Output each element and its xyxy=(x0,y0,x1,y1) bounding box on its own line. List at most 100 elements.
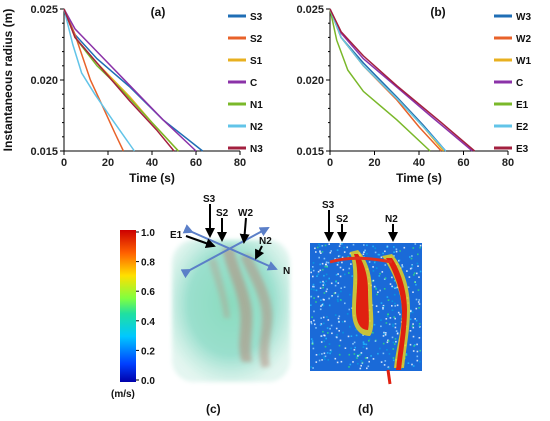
piv-speckle xyxy=(315,327,317,329)
piv-speckle xyxy=(374,286,377,289)
piv-speckle xyxy=(382,304,385,307)
y-tick-label: 0.015 xyxy=(296,146,324,158)
piv-speckle xyxy=(414,243,417,245)
piv-speckle xyxy=(377,352,379,355)
piv-speckle xyxy=(319,245,321,248)
piv-speckle xyxy=(357,355,359,357)
piv-speckle xyxy=(322,284,324,286)
piv-speckle xyxy=(380,361,383,363)
colorbar-tick-label: 0.2 xyxy=(141,346,155,357)
piv-speckle xyxy=(419,244,422,247)
colorbar-tick-label: 0.6 xyxy=(141,287,155,298)
colorbar-tick-label: 1.0 xyxy=(141,228,155,239)
piv-speckle xyxy=(317,295,320,298)
piv-speckle xyxy=(337,300,339,303)
piv-speckle xyxy=(372,331,374,334)
piv-speckle xyxy=(382,335,385,337)
velocity-volume-panel: 1.00.80.60.40.20.0 (m/s) S3 S2 W2 E1 N2 … xyxy=(111,194,290,416)
piv-speckle xyxy=(391,276,393,279)
piv-speckle xyxy=(412,326,415,329)
piv-speckle xyxy=(394,305,396,307)
x-tick-label: 0 xyxy=(61,157,67,169)
piv-speckle xyxy=(412,291,414,293)
piv-speckle xyxy=(336,298,339,301)
piv-speckle xyxy=(413,272,416,274)
series-line-e3 xyxy=(329,8,476,152)
chart-b: 0 20 40 60 80 0.015 0.020 0.025 Time (s) (b) W3 W2 W… xyxy=(296,4,531,185)
piv-speckle xyxy=(327,261,330,264)
legend-label-s2: S2 xyxy=(250,34,263,45)
piv-speckle xyxy=(393,280,396,282)
panel-label: (b) xyxy=(430,5,445,19)
piv-speckle xyxy=(391,309,394,311)
piv-speckle xyxy=(323,352,326,355)
piv-speckle xyxy=(344,273,346,276)
piv-speckle xyxy=(321,353,323,355)
piv-speckle xyxy=(368,261,371,263)
piv-speckle xyxy=(322,316,325,319)
piv-speckle xyxy=(318,256,320,259)
piv-speckle xyxy=(338,315,341,318)
piv-speckle xyxy=(312,262,315,264)
piv-speckle xyxy=(394,287,396,289)
panel-label-d: (d) xyxy=(358,402,373,416)
piv-speckle xyxy=(357,362,359,365)
colorbar-tick-label: 0.8 xyxy=(141,258,155,269)
piv-speckle xyxy=(386,296,389,298)
piv-speckle xyxy=(385,322,388,324)
legend-label-c: C xyxy=(250,78,257,89)
piv-speckle xyxy=(319,287,322,289)
piv-speckle xyxy=(329,251,332,254)
piv-speckle xyxy=(409,310,412,313)
piv-speckle xyxy=(340,290,342,293)
piv-speckle xyxy=(310,268,312,271)
legend-label-e3: E3 xyxy=(516,144,529,155)
piv-speckle xyxy=(328,277,330,280)
chart-a: 0 20 40 60 80 0.015 0.020 0.025 Time (s) Instanta… xyxy=(1,4,263,185)
piv-speckle xyxy=(336,249,339,251)
piv-speckle xyxy=(323,340,325,343)
legend-label-n1: N1 xyxy=(250,100,263,111)
piv-speckle xyxy=(351,275,353,277)
piv-speckle xyxy=(417,289,420,291)
piv-speckle xyxy=(388,323,391,326)
piv-speckle xyxy=(312,269,315,272)
piv-speckle xyxy=(392,359,395,362)
piv-speckle xyxy=(411,311,414,314)
piv-speckle xyxy=(416,355,419,358)
piv-speckle xyxy=(408,276,411,278)
piv-speckle xyxy=(322,298,325,301)
piv-speckle xyxy=(310,295,312,298)
piv-speckle xyxy=(412,335,415,338)
piv-speckle xyxy=(417,301,420,303)
piv-speckle xyxy=(416,272,418,275)
piv-speckle xyxy=(356,357,358,359)
piv-speckle xyxy=(323,282,325,284)
piv-speckle xyxy=(394,317,396,320)
piv-speckle xyxy=(310,366,312,368)
piv-noise xyxy=(310,243,422,370)
piv-speckle xyxy=(366,244,368,247)
jet-core-right xyxy=(386,258,407,370)
piv-speckle xyxy=(314,247,316,250)
piv-speckle xyxy=(330,250,332,252)
piv-speckle xyxy=(365,343,368,346)
piv-speckle xyxy=(382,352,385,355)
piv-speckle xyxy=(310,271,312,274)
piv-speckle xyxy=(311,316,313,318)
piv-speckle xyxy=(382,308,384,310)
piv-speckle xyxy=(325,261,328,264)
piv-speckle xyxy=(319,308,322,311)
piv-speckle xyxy=(383,331,385,334)
piv-speckle xyxy=(311,340,314,342)
piv-speckle xyxy=(362,253,365,255)
piv-speckle xyxy=(418,299,420,301)
piv-speckle xyxy=(355,328,357,331)
piv-speckle xyxy=(313,288,315,291)
piv-speckle xyxy=(373,285,376,288)
colorbar xyxy=(120,230,136,382)
piv-speckle xyxy=(392,348,395,350)
series-line-s3 xyxy=(63,8,204,152)
piv-speckle xyxy=(378,253,381,256)
piv-speckle xyxy=(348,272,350,274)
